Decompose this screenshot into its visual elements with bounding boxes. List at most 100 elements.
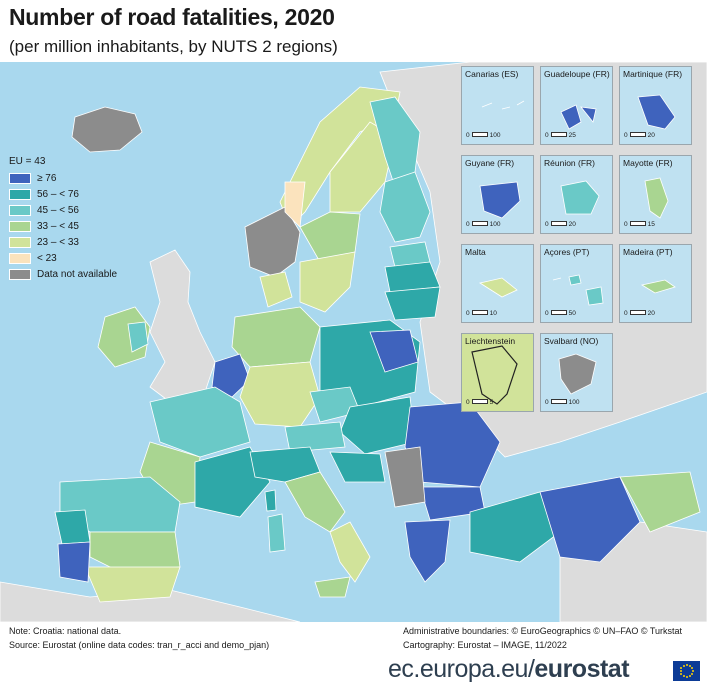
region-poland-east xyxy=(369,329,419,373)
region-austria xyxy=(284,421,346,453)
legend-swatch xyxy=(9,236,31,248)
scale-bar xyxy=(471,221,488,226)
flag-star xyxy=(685,664,688,666)
flag-star xyxy=(691,670,694,672)
inset-region-shape xyxy=(552,274,604,306)
region-france-south xyxy=(194,446,271,518)
inset-scale-bar: 0 100 xyxy=(466,132,500,139)
region-turkey-east xyxy=(619,471,701,533)
inset-region-shape xyxy=(560,180,600,215)
flag-star xyxy=(685,676,688,678)
inset-label: Mayotte (FR) xyxy=(623,158,673,168)
eu-flag-icon xyxy=(673,661,700,681)
region-portugal-north xyxy=(54,509,91,545)
legend-label: 45 – < 56 xyxy=(37,204,79,216)
legend-item: 33 – < 45 xyxy=(9,218,117,234)
inset-maps: Canarias (ES) 0 100 Guadeloupe (FR) 0 25 Marti… xyxy=(461,66,699,416)
region-lithuania xyxy=(384,286,441,321)
flag-star xyxy=(690,673,693,675)
scale-start-label: 0 xyxy=(624,132,628,139)
inset-map: Mayotte (FR) 0 15 xyxy=(619,155,692,234)
inset-label: Malta xyxy=(465,247,486,257)
scale-end-label: 15 xyxy=(647,221,655,228)
scale-bar xyxy=(550,399,567,404)
inset-map: Canarias (ES) 0 100 xyxy=(461,66,534,145)
inset-region-shape xyxy=(637,94,676,130)
land-ireland xyxy=(97,306,151,368)
scale-end-label: 100 xyxy=(568,399,580,406)
map-subtitle: (per million inhabitants, by NUTS 2 regi… xyxy=(9,37,338,56)
region-benelux xyxy=(211,353,251,398)
inset-scale-bar: 0 20 xyxy=(545,221,576,228)
inset-region-shape xyxy=(644,177,669,219)
note-text: Note: Croatia: national data. xyxy=(9,626,122,636)
inset-label: Martinique (FR) xyxy=(623,69,683,79)
map-legend: EU = 43 ≥ 76 56 – < 76 45 – < 56 33 – < 45 2… xyxy=(9,156,117,282)
inset-region-shape xyxy=(640,279,676,294)
region-spain-south xyxy=(84,566,181,603)
legend-label: 56 – < 76 xyxy=(37,188,79,200)
region-turkey-central xyxy=(539,476,641,563)
inset-scale-bar: 0 20 xyxy=(624,310,655,317)
inset-map: Guadeloupe (FR) 0 25 xyxy=(540,66,613,145)
region-sicily xyxy=(314,576,351,598)
scale-start-label: 0 xyxy=(545,310,549,317)
inset-label: Açores (PT) xyxy=(544,247,590,257)
region-sweden-south xyxy=(299,251,356,313)
inset-map: Madeira (PT) 0 20 xyxy=(619,244,692,323)
land-uk xyxy=(149,249,216,403)
footer-brand: eurostat xyxy=(534,655,630,683)
inset-map: Réunion (FR) 0 20 xyxy=(540,155,613,234)
flag-star xyxy=(682,664,685,667)
scale-start-label: 0 xyxy=(624,310,628,317)
legend-item: 56 – < 76 xyxy=(9,186,117,202)
legend-label: 23 – < 33 xyxy=(37,236,79,248)
cartography-text: Cartography: Eurostat – IMAGE, 11/2022 xyxy=(403,640,567,650)
map-title: Number of road fatalities, 2020 xyxy=(9,4,335,30)
inset-map: Malta 0 10 xyxy=(461,244,534,323)
scale-end-label: 100 xyxy=(489,221,501,228)
legend-swatch xyxy=(9,252,31,264)
inset-region-shape xyxy=(481,100,525,110)
scale-end-label: 20 xyxy=(647,132,655,139)
inset-scale-bar: 0 50 xyxy=(545,310,576,317)
scale-bar xyxy=(471,399,488,404)
inset-region-shape xyxy=(479,181,521,219)
region-italy-south xyxy=(329,521,371,583)
region-croatia xyxy=(329,451,386,483)
region-spain-central xyxy=(89,531,181,573)
scale-start-label: 0 xyxy=(466,221,470,228)
region-serbia xyxy=(384,446,426,508)
scale-end-label: 10 xyxy=(489,310,497,317)
inset-label: Guyane (FR) xyxy=(465,158,515,168)
scale-end-label: 20 xyxy=(647,310,655,317)
legend-item: ≥ 76 xyxy=(9,170,117,186)
inset-scale-bar: 0 20 xyxy=(624,132,655,139)
inset-region-shape xyxy=(558,353,597,395)
inset-map: Açores (PT) 0 50 xyxy=(540,244,613,323)
scale-start-label: 0 xyxy=(466,310,470,317)
inset-map: Liechtenstein 0 5 xyxy=(461,333,534,412)
scale-bar xyxy=(629,221,646,226)
region-sardinia xyxy=(267,513,286,553)
scale-start-label: 0 xyxy=(466,132,470,139)
legend-label: < 23 xyxy=(37,252,57,264)
scale-bar xyxy=(629,132,646,137)
land-ireland-east xyxy=(127,321,149,353)
flag-star xyxy=(688,664,691,667)
legend-header: EU = 43 xyxy=(9,156,46,167)
inset-map: Martinique (FR) 0 20 xyxy=(619,66,692,145)
scale-end-label: 5 xyxy=(489,399,494,406)
flag-star xyxy=(679,670,682,672)
admin-boundaries-text: Administrative boundaries: © EuroGeograp… xyxy=(403,626,683,636)
scale-start-label: 0 xyxy=(466,399,470,406)
region-france-north xyxy=(149,386,251,458)
eurostat-footer-link[interactable]: ec.europa.eu/eurostat xyxy=(388,655,630,684)
legend-label: Data not available xyxy=(37,268,118,280)
scale-start-label: 0 xyxy=(545,132,549,139)
inset-scale-bar: 0 15 xyxy=(624,221,655,228)
flag-star xyxy=(682,675,685,678)
region-denmark xyxy=(259,271,293,308)
inset-label: Guadeloupe (FR) xyxy=(544,69,610,79)
inset-scale-bar: 0 100 xyxy=(466,221,500,228)
